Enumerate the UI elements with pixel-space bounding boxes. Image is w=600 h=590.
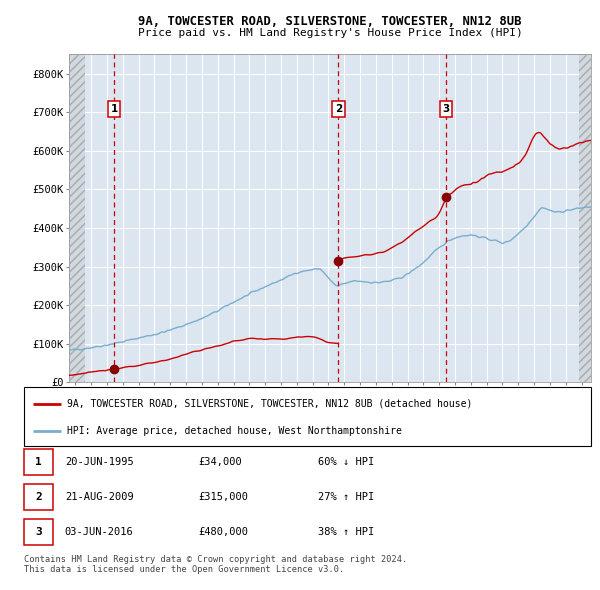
Text: 9A, TOWCESTER ROAD, SILVERSTONE, TOWCESTER, NN12 8UB: 9A, TOWCESTER ROAD, SILVERSTONE, TOWCEST… xyxy=(138,15,522,28)
Text: 38% ↑ HPI: 38% ↑ HPI xyxy=(318,527,374,537)
Text: HPI: Average price, detached house, West Northamptonshire: HPI: Average price, detached house, West… xyxy=(67,427,401,436)
Text: 2: 2 xyxy=(35,492,42,502)
Bar xyxy=(69,54,85,382)
Bar xyxy=(579,54,591,382)
FancyBboxPatch shape xyxy=(24,387,591,446)
Text: £480,000: £480,000 xyxy=(198,527,248,537)
Text: 3: 3 xyxy=(442,104,449,114)
Text: 21-AUG-2009: 21-AUG-2009 xyxy=(65,492,134,502)
Bar xyxy=(579,54,591,382)
Text: 2: 2 xyxy=(335,104,342,114)
Text: 60% ↓ HPI: 60% ↓ HPI xyxy=(318,457,374,467)
Text: £315,000: £315,000 xyxy=(198,492,248,502)
Text: £34,000: £34,000 xyxy=(198,457,242,467)
Bar xyxy=(69,54,85,382)
Text: 9A, TOWCESTER ROAD, SILVERSTONE, TOWCESTER, NN12 8UB (detached house): 9A, TOWCESTER ROAD, SILVERSTONE, TOWCEST… xyxy=(67,399,472,408)
Text: Contains HM Land Registry data © Crown copyright and database right 2024.
This d: Contains HM Land Registry data © Crown c… xyxy=(24,555,407,574)
Text: Price paid vs. HM Land Registry's House Price Index (HPI): Price paid vs. HM Land Registry's House … xyxy=(137,28,523,38)
Text: 20-JUN-1995: 20-JUN-1995 xyxy=(65,457,134,467)
Text: 3: 3 xyxy=(35,527,42,537)
Text: 27% ↑ HPI: 27% ↑ HPI xyxy=(318,492,374,502)
Text: 03-JUN-2016: 03-JUN-2016 xyxy=(65,527,134,537)
Text: 1: 1 xyxy=(35,457,42,467)
Text: 1: 1 xyxy=(110,104,118,114)
